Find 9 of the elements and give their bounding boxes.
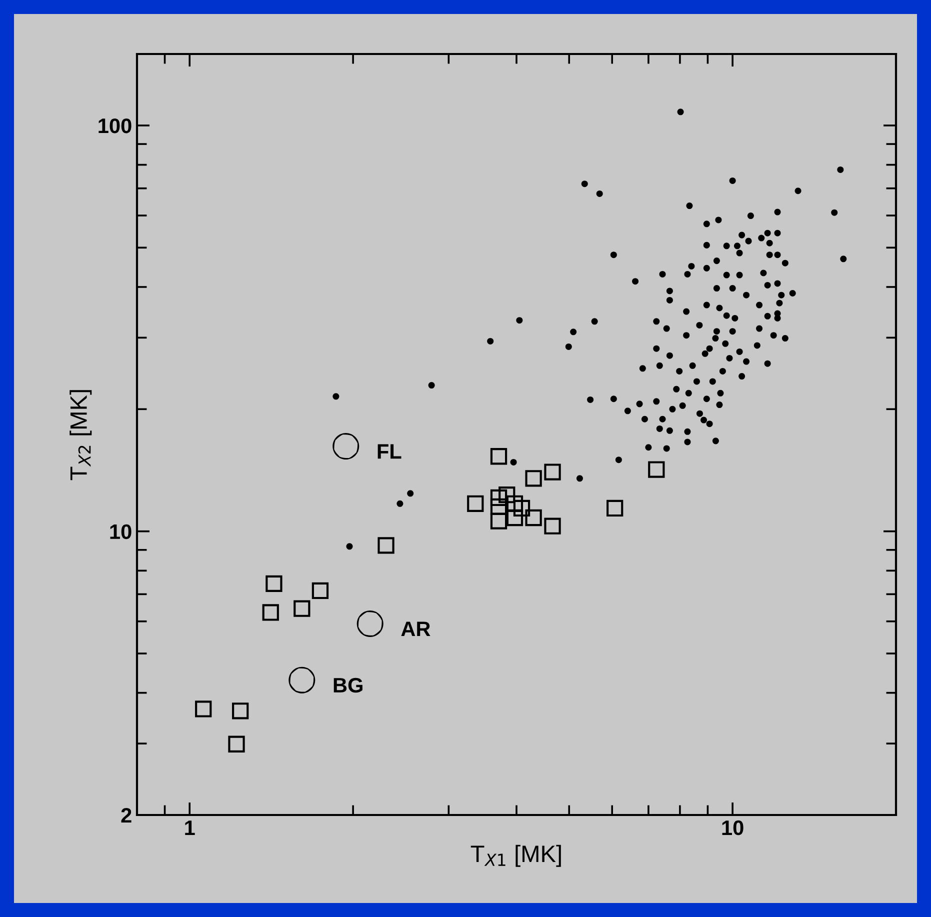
x-tick-label: 1 — [185, 820, 195, 835]
x-axis-title: T$_{X1}$ [MK] — [470, 844, 561, 867]
annotation: AR — [401, 622, 430, 636]
y-tick-label: 100 — [98, 118, 132, 134]
y-tick-label: 2 — [121, 808, 132, 823]
annotation: BG — [334, 678, 362, 693]
y-axis-title: T$_{X2}$ [MK] — [70, 390, 92, 480]
y-tick-label: 10 — [110, 524, 132, 540]
annotation: FL — [378, 444, 402, 459]
